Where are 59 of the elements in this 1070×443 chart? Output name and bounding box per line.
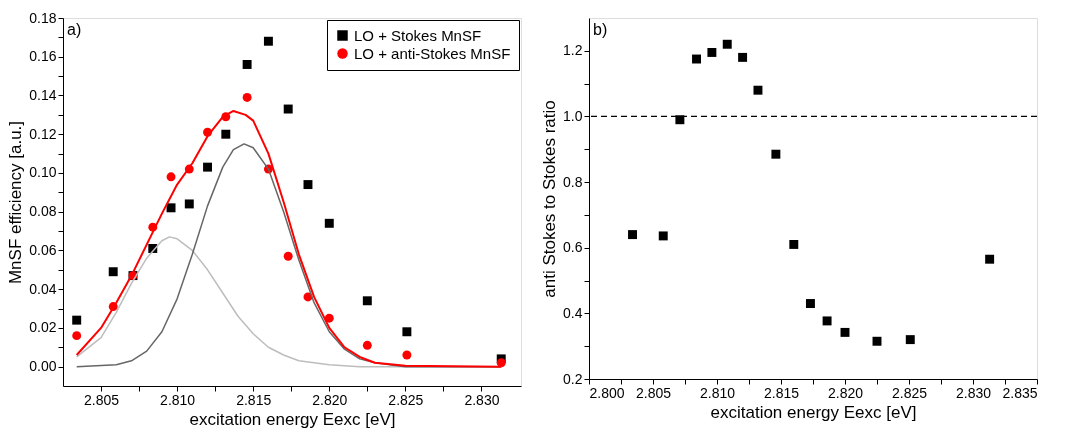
- point: [362, 296, 372, 306]
- point: [283, 251, 293, 261]
- y-tick-label: 0.08: [29, 203, 57, 220]
- x-tick-label: 2.815: [763, 384, 800, 401]
- point: [166, 203, 176, 213]
- x-tick-label: 2.800: [589, 384, 625, 401]
- x-tick-label: 2.820: [312, 391, 348, 408]
- point: [108, 267, 118, 277]
- point: [283, 104, 293, 114]
- point: [362, 340, 372, 350]
- x-tick-label: 2.835: [1002, 384, 1038, 401]
- y-tick-label: 1.2: [563, 42, 583, 59]
- point: [263, 36, 273, 46]
- x-tick-label: 2.810: [160, 391, 196, 408]
- y-tick-label: 0.8: [563, 173, 583, 190]
- y-tick-label: 0.14: [29, 86, 57, 103]
- x-tick-label: 2.830: [955, 384, 992, 401]
- point: [402, 327, 412, 337]
- y-tick-label: 0.12: [29, 125, 57, 142]
- x-tick-label: 2.820: [827, 384, 864, 401]
- point: [242, 60, 252, 69]
- point: [184, 199, 194, 209]
- legend-label: LO + Stokes MnSF: [354, 26, 482, 44]
- point: [402, 350, 412, 360]
- x-tick-label: 2.815: [236, 391, 272, 408]
- x-axis-title: excitation energy Eexc [eV]: [189, 409, 396, 429]
- y-tick-label: 0.6: [563, 239, 583, 256]
- y-axis-title: anti Stokes to Stokes ratio: [540, 100, 560, 298]
- legend-label: LO + anti-Stokes MnSF: [354, 44, 511, 62]
- x-tick-label: 2.805: [635, 384, 672, 401]
- point: [242, 92, 252, 102]
- x-tick-label: 2.810: [699, 384, 736, 401]
- y-tick-label: 0.00: [29, 358, 57, 375]
- y-tick-label: 0.06: [29, 241, 57, 258]
- y-axis-title: MnSF efficiency [a.u.]: [6, 120, 26, 285]
- y-tick-label: 0.02: [29, 319, 57, 336]
- annotation: b): [593, 21, 608, 38]
- y-tick-label: 0.18: [29, 9, 57, 26]
- x-tick-label: 2.825: [388, 391, 424, 408]
- y-tick-label: 0.4: [563, 304, 583, 321]
- x-tick-label: 2.830: [464, 391, 500, 408]
- x-tick-label: 2.805: [84, 391, 120, 408]
- point: [303, 180, 313, 190]
- y-tick-label: 0.16: [29, 48, 57, 65]
- point: [221, 129, 231, 139]
- y-tick-label: 0.10: [29, 164, 57, 181]
- x-tick-label: 2.825: [891, 384, 928, 401]
- annotation: a): [67, 21, 82, 38]
- point: [72, 331, 82, 341]
- y-tick-label: 1.0: [563, 107, 583, 124]
- x-axis-title: excitation energy Eexc [eV]: [710, 402, 917, 422]
- y-tick-label: 0.2: [563, 370, 583, 387]
- point: [324, 218, 334, 228]
- point: [72, 315, 82, 325]
- point: [496, 358, 506, 368]
- point: [324, 313, 334, 323]
- point: [203, 162, 213, 172]
- y-tick-label: 0.04: [29, 280, 57, 297]
- point: [166, 172, 176, 182]
